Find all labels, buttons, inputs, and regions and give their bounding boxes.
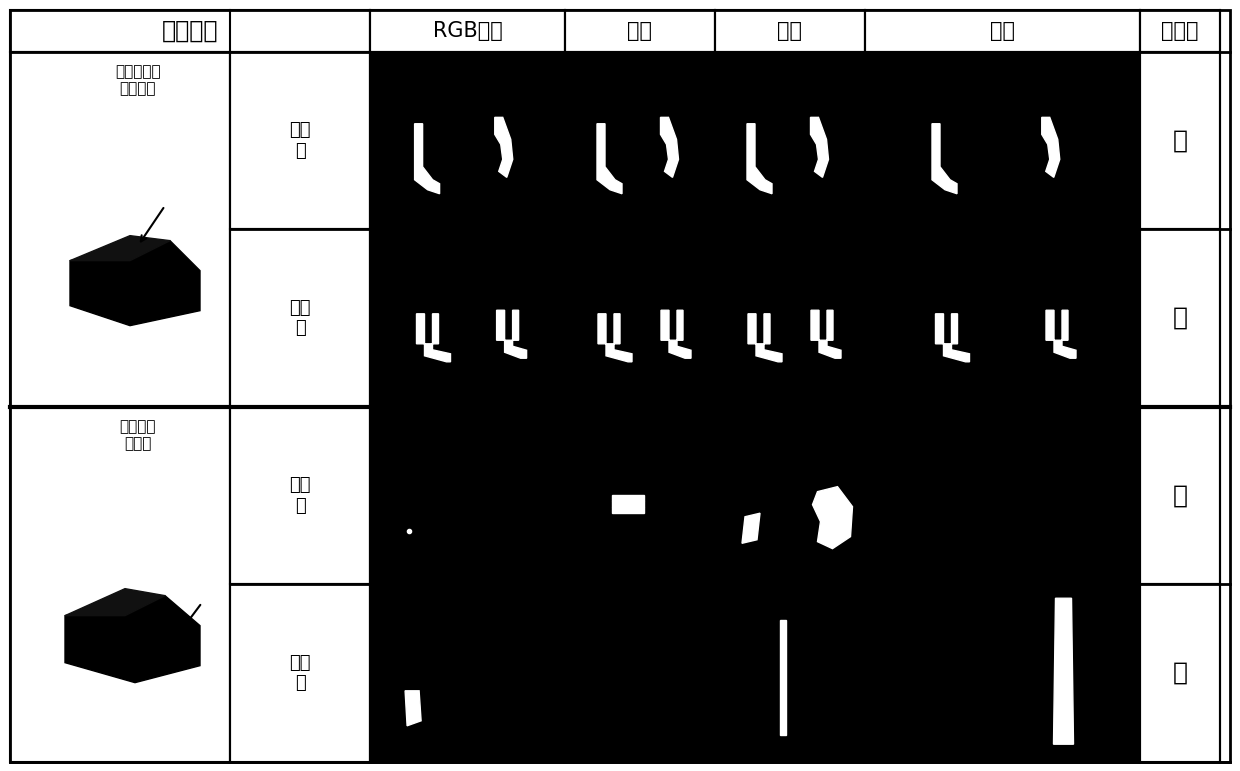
Polygon shape [812, 487, 853, 549]
Text: 外观检查: 外观检查 [161, 19, 218, 43]
Bar [715, 10, 866, 52]
Bar [715, 229, 866, 407]
Bar [715, 584, 866, 762]
Text: 有: 有 [1173, 129, 1188, 153]
Polygon shape [661, 117, 678, 177]
Text: 实施
例: 实施 例 [289, 654, 311, 692]
Text: 红色: 红色 [627, 21, 652, 41]
Text: 比较
例: 比较 例 [289, 476, 311, 515]
Bar [1140, 10, 1220, 52]
Bar [715, 407, 866, 584]
Bar [229, 52, 370, 229]
Polygon shape [661, 310, 691, 359]
Bar [565, 584, 715, 762]
Text: 绿色: 绿色 [777, 21, 802, 41]
Text: 实施
例: 实施 例 [289, 298, 311, 338]
Bar [370, 229, 565, 407]
Polygon shape [613, 501, 644, 507]
Bar [10, 407, 229, 762]
Polygon shape [414, 123, 440, 194]
Polygon shape [417, 314, 450, 362]
Bar [715, 52, 866, 229]
Polygon shape [495, 117, 513, 177]
Polygon shape [811, 310, 841, 359]
Text: 比较
例: 比较 例 [289, 121, 311, 160]
Bar [10, 10, 370, 52]
Bar [866, 407, 1140, 584]
Bar [866, 52, 1140, 229]
Polygon shape [598, 314, 632, 362]
Bar [1140, 407, 1220, 584]
Polygon shape [405, 691, 422, 726]
Bar [370, 407, 565, 584]
Bar [229, 584, 370, 762]
Bar [1140, 52, 1220, 229]
Bar [1140, 229, 1220, 407]
Text: RGB照明: RGB照明 [433, 21, 502, 41]
Polygon shape [69, 241, 200, 325]
Polygon shape [69, 236, 170, 261]
Polygon shape [1047, 310, 1076, 359]
Text: 覆盖面的线
圈可见性: 覆盖面的线 圈可见性 [115, 64, 160, 96]
Polygon shape [1042, 117, 1060, 177]
Polygon shape [613, 495, 644, 501]
Polygon shape [746, 123, 773, 194]
Polygon shape [596, 123, 622, 194]
Bar [565, 229, 715, 407]
Bar [565, 52, 715, 229]
Text: 侧面电极
可见性: 侧面电极 可见性 [119, 419, 156, 451]
Bar [866, 584, 1140, 762]
Bar [370, 584, 565, 762]
Bar [229, 229, 370, 407]
Polygon shape [64, 596, 200, 682]
Polygon shape [780, 620, 785, 736]
Polygon shape [742, 513, 760, 544]
Text: 有: 有 [1173, 483, 1188, 507]
Bar [1140, 584, 1220, 762]
Bar [370, 10, 565, 52]
Text: 无: 无 [1173, 661, 1188, 685]
Polygon shape [64, 588, 165, 616]
Polygon shape [932, 123, 957, 194]
Bar [866, 229, 1140, 407]
Polygon shape [811, 117, 828, 177]
Bar [866, 10, 1140, 52]
Text: 可见性: 可见性 [1161, 21, 1199, 41]
Text: 蓝色: 蓝色 [990, 21, 1016, 41]
Polygon shape [935, 314, 970, 362]
Polygon shape [1054, 598, 1074, 744]
Text: 无: 无 [1173, 306, 1188, 330]
Polygon shape [748, 314, 782, 362]
Bar [370, 52, 565, 229]
Polygon shape [613, 507, 644, 513]
Bar [229, 407, 370, 584]
Polygon shape [496, 310, 527, 359]
Bar [10, 52, 229, 407]
Bar [565, 10, 715, 52]
Bar [565, 407, 715, 584]
